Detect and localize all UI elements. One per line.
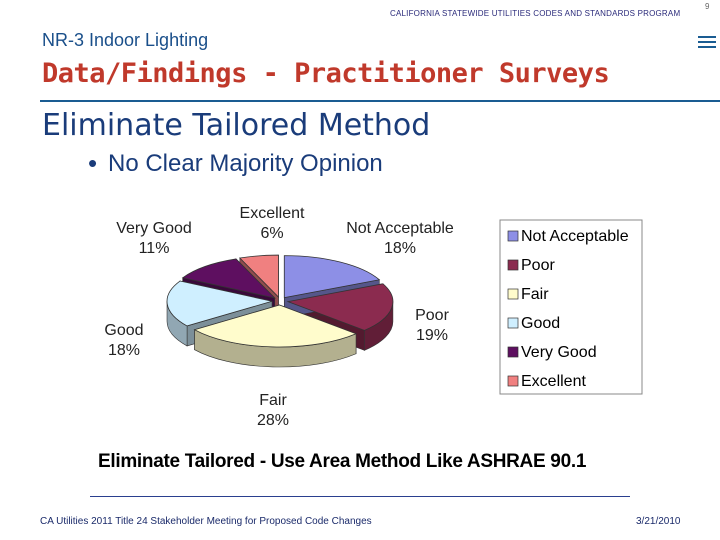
pie-slice-very-good bbox=[181, 258, 276, 299]
legend-label-fair: Fair bbox=[521, 286, 549, 303]
pie-value-excellent: 6% bbox=[260, 225, 283, 242]
footer-date: 3/21/2010 bbox=[636, 516, 681, 527]
legend-label-good: Good bbox=[521, 315, 560, 332]
legend-label-excellent: Excellent bbox=[521, 373, 586, 390]
pie-value-good: 18% bbox=[108, 342, 140, 359]
slide-title: Data/Findings - Practitioner Surveys bbox=[42, 58, 610, 89]
footer-divider bbox=[90, 496, 630, 497]
pie-label-poor: Poor bbox=[415, 307, 449, 324]
page-number: 9 bbox=[705, 2, 710, 11]
legend-swatch-not-acceptable bbox=[507, 230, 519, 242]
pie-slice-good bbox=[166, 280, 273, 327]
chart-caption: Eliminate Tailored - Use Area Method Lik… bbox=[98, 451, 587, 472]
legend-box bbox=[499, 219, 643, 395]
pie-chart: Not Acceptable 18% Poor 19% Fair 28% Good 18% Ve… bbox=[104, 205, 643, 429]
pie-label-fair: Fair bbox=[259, 392, 287, 409]
pie-value-poor: 19% bbox=[416, 327, 448, 344]
program-header: CALIFORNIA STATEWIDE UTILITIES CODES AND… bbox=[390, 9, 681, 18]
pie-slice-not-acceptable bbox=[283, 255, 381, 299]
pie-labels: Not Acceptable 18% Poor 19% Fair 28% Good 18% Ve… bbox=[104, 205, 453, 429]
pie-value-very-good: 11% bbox=[139, 240, 170, 257]
pie-label-excellent: Excellent bbox=[240, 205, 305, 222]
footer-meeting: CA Utilities 2011 Title 24 Stakeholder M… bbox=[40, 516, 372, 527]
legend-swatch-very-good bbox=[507, 346, 519, 358]
legend-swatch-poor bbox=[507, 259, 519, 271]
corner-decoration bbox=[698, 36, 716, 51]
bullet-icon: • bbox=[88, 148, 98, 178]
pie-label-very-good: Very Good bbox=[116, 220, 192, 237]
pie-slice-fair bbox=[193, 304, 358, 348]
section-heading: Eliminate Tailored Method bbox=[42, 108, 431, 143]
legend-label-very-good: Very Good bbox=[521, 344, 597, 361]
pie-slice-excellent bbox=[239, 254, 279, 299]
legend-swatch-excellent bbox=[507, 375, 519, 387]
title-divider bbox=[40, 100, 720, 102]
pie-value-fair: 28% bbox=[257, 412, 289, 429]
legend-swatch-fair bbox=[507, 288, 519, 300]
pie-tops bbox=[166, 254, 394, 348]
pie-slice-poor bbox=[286, 283, 394, 331]
legend-label-poor: Poor bbox=[521, 257, 555, 274]
chart-legend: Not Acceptable Poor Fair Good Very Good Excel… bbox=[499, 219, 643, 395]
pie-value-not-acceptable: 18% bbox=[384, 240, 416, 257]
bullet-text: No Clear Majority Opinion bbox=[108, 150, 383, 177]
slide-subtitle: NR-3 Indoor Lighting bbox=[42, 30, 209, 50]
legend-label-not-acceptable: Not Acceptable bbox=[521, 228, 629, 245]
pie-label-not-acceptable: Not Acceptable bbox=[346, 220, 454, 237]
legend-swatch-good bbox=[507, 317, 519, 329]
pie-label-good: Good bbox=[104, 322, 143, 339]
